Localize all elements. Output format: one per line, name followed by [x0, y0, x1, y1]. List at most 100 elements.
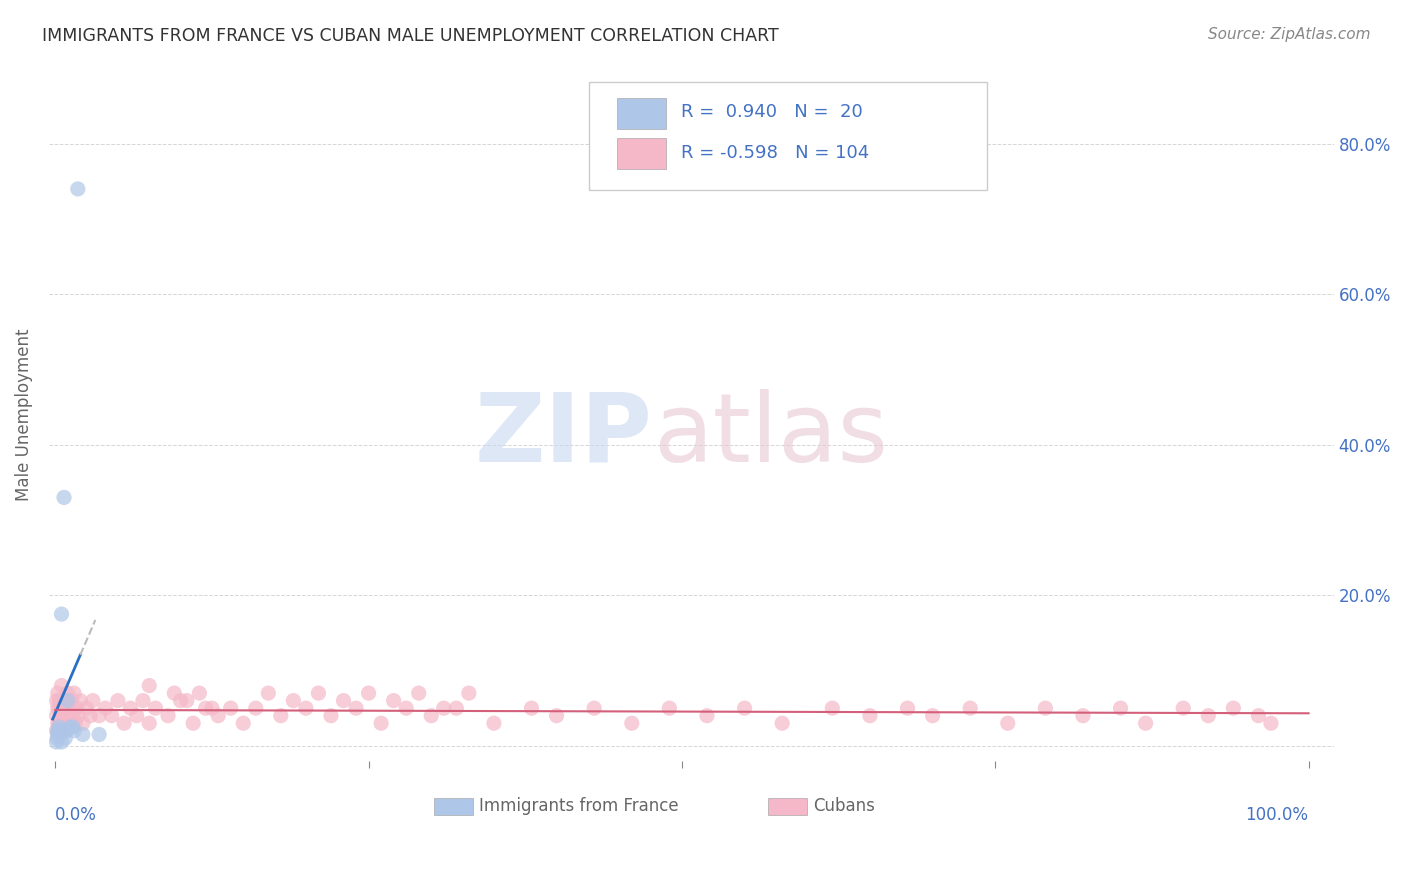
Point — [181, 716, 204, 731]
Point — [257, 686, 280, 700]
Point — [270, 708, 292, 723]
Point — [72, 727, 94, 741]
Point — [408, 686, 430, 700]
Point — [696, 708, 718, 723]
Point — [56, 686, 79, 700]
Point — [53, 716, 76, 731]
Point — [583, 701, 606, 715]
Point — [46, 723, 69, 738]
Point — [48, 716, 70, 731]
Point — [48, 701, 70, 715]
Point — [53, 491, 76, 505]
Point — [1135, 716, 1157, 731]
Point — [132, 693, 155, 707]
Point — [1247, 708, 1270, 723]
Point — [734, 701, 756, 715]
Point — [157, 708, 180, 723]
Point — [63, 723, 86, 738]
Point — [53, 731, 76, 746]
Text: R = -0.598   N = 104: R = -0.598 N = 104 — [681, 144, 869, 162]
Point — [45, 735, 67, 749]
Point — [87, 727, 110, 741]
Point — [319, 708, 342, 723]
Point — [125, 708, 148, 723]
Point — [62, 708, 84, 723]
Point — [79, 708, 101, 723]
Point — [51, 679, 73, 693]
Point — [48, 723, 70, 738]
Point — [76, 701, 98, 715]
Point — [56, 693, 79, 707]
Point — [46, 727, 69, 741]
Point — [45, 693, 67, 707]
Point — [46, 723, 69, 738]
Point — [69, 693, 91, 707]
Point — [520, 701, 543, 715]
Text: R =  0.940   N =  20: R = 0.940 N = 20 — [681, 103, 863, 121]
Point — [207, 708, 229, 723]
Point — [821, 701, 844, 715]
Point — [48, 693, 70, 707]
Point — [100, 708, 122, 723]
Point — [49, 716, 72, 731]
Point — [1071, 708, 1094, 723]
Point — [46, 731, 69, 746]
Point — [52, 723, 75, 738]
Point — [48, 725, 70, 739]
Point — [138, 716, 160, 731]
Point — [45, 723, 67, 738]
Text: 100.0%: 100.0% — [1246, 805, 1309, 824]
Point — [82, 693, 104, 707]
Text: Source: ZipAtlas.com: Source: ZipAtlas.com — [1208, 27, 1371, 42]
Point — [72, 716, 94, 731]
Point — [295, 701, 318, 715]
Point — [446, 701, 468, 715]
Point — [55, 723, 77, 738]
Point — [232, 716, 254, 731]
Point — [112, 716, 135, 731]
Point — [138, 679, 160, 693]
Point — [307, 686, 329, 700]
Point — [55, 693, 77, 707]
Point — [46, 686, 69, 700]
Point — [49, 693, 72, 707]
Point — [395, 701, 418, 715]
Point — [370, 716, 392, 731]
Point — [997, 716, 1019, 731]
Point — [344, 701, 367, 715]
Point — [49, 708, 72, 723]
Point — [546, 708, 568, 723]
FancyBboxPatch shape — [617, 98, 665, 129]
Point — [357, 686, 380, 700]
Point — [770, 716, 793, 731]
Point — [46, 701, 69, 715]
Point — [1109, 701, 1132, 715]
Point — [65, 716, 87, 731]
Point — [51, 735, 73, 749]
Point — [1222, 701, 1244, 715]
Point — [1173, 701, 1195, 715]
Point — [62, 720, 84, 734]
Point — [53, 693, 76, 707]
Point — [163, 686, 186, 700]
Point — [52, 701, 75, 715]
Point — [48, 720, 70, 734]
Point — [53, 701, 76, 715]
Point — [921, 708, 943, 723]
Point — [382, 693, 405, 707]
Point — [1197, 708, 1219, 723]
Point — [482, 716, 505, 731]
Text: 0.0%: 0.0% — [55, 805, 97, 824]
Point — [658, 701, 681, 715]
Point — [66, 708, 89, 723]
Point — [896, 701, 918, 715]
Point — [66, 182, 89, 196]
Point — [283, 693, 305, 707]
Point — [1260, 716, 1282, 731]
Point — [169, 693, 191, 707]
Point — [194, 701, 217, 715]
FancyBboxPatch shape — [434, 797, 472, 814]
FancyBboxPatch shape — [617, 137, 665, 169]
Point — [53, 716, 76, 731]
Point — [63, 686, 86, 700]
